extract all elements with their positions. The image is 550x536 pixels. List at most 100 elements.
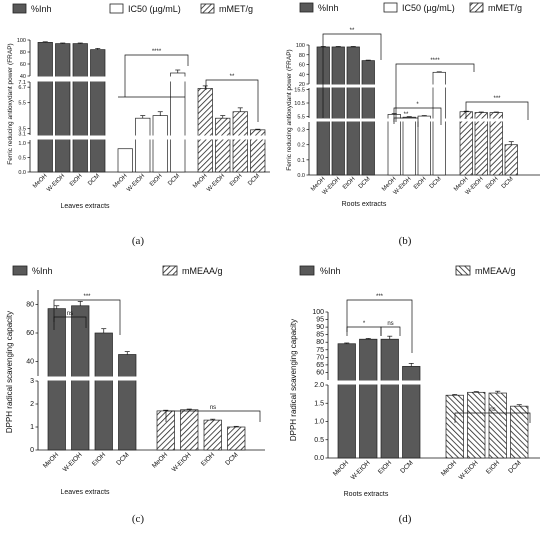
legend-label-ic50: IC50 (µg/mL): [128, 4, 181, 14]
category-label: EtOH: [69, 173, 84, 188]
y-tick-label: 0.5: [18, 155, 26, 161]
panel-a-legend: %Inh IC50 (µg/mL) mMET/g: [12, 3, 253, 14]
category-label: W-EtOH: [458, 459, 480, 481]
y-tick-label: 0.3: [297, 128, 305, 134]
bar-%Inh: [118, 354, 137, 451]
sig-bracket-label: ***: [376, 294, 384, 300]
category-label: DCM: [501, 176, 515, 190]
y-tick-label: 0.0: [314, 455, 324, 462]
y-tick-label: 85: [316, 332, 324, 339]
panel-d-ylabel: DPPH radical scavenging capacity: [289, 319, 298, 441]
sig-bracket: [124, 54, 189, 97]
category-label: DCM: [247, 173, 261, 187]
category-label: MeOH: [112, 173, 129, 190]
category-label: W-EtOH: [126, 173, 146, 193]
sig-bracket-label: *: [363, 321, 366, 327]
legend-swatch-ic50: [383, 2, 398, 13]
legend-swatch-inh: [299, 2, 314, 13]
category-label: DCM: [87, 173, 101, 187]
y-tick-label: 0.0: [297, 173, 305, 179]
bar-mMEAA/g: [180, 409, 199, 451]
sig-bracket: [346, 326, 382, 336]
y-tick-label: 100: [312, 309, 324, 316]
category-label: MeOH: [151, 451, 169, 469]
bar-mMEAA/g: [227, 426, 246, 451]
y-tick-label: 0.0: [18, 170, 26, 176]
axis-break-gap: [38, 376, 266, 381]
bar-%Inh: [55, 43, 71, 173]
legend-label-mmet: mMET/g: [219, 4, 253, 14]
category-label: MeOH: [332, 459, 350, 477]
panel-d-legend: %Inh mMEAA/g: [299, 265, 516, 276]
sig-bracket: [165, 410, 261, 422]
legend-swatch-mmet: [469, 2, 484, 13]
legend-swatch-inh: [299, 265, 315, 276]
y-tick-label: 0: [30, 447, 34, 454]
bar-mMET/g: [504, 144, 518, 176]
legend-swatch-ic50: [109, 3, 124, 14]
category-label: EtOH: [377, 459, 393, 475]
axis-break-gap: [30, 76, 271, 82]
category-label: DCM: [115, 451, 130, 466]
bar-mMEAA/g: [203, 419, 222, 451]
y-tick-label: 1.0: [314, 419, 324, 426]
sig-bracket: [53, 299, 121, 335]
panel-b-ylabel: Ferric reducing antioxydant power (FRAP): [286, 49, 293, 170]
legend-swatch-mmeaa: [455, 265, 471, 276]
sig-bracket: [53, 316, 87, 330]
sig-bracket-label: ***: [83, 294, 91, 300]
bar-mMET/g: [215, 117, 231, 173]
sig-bracket: [465, 101, 529, 120]
category-label: EtOH: [485, 459, 501, 475]
legend-label-mmet: mMET/g: [488, 3, 522, 13]
y-tick-label: 15.5: [294, 87, 305, 93]
y-tick-label: 60: [299, 63, 305, 69]
y-tick-label: 75: [316, 347, 324, 354]
legend-label-mmeaa: mMEAA/g: [475, 266, 516, 276]
bar-mMET/g: [232, 111, 248, 173]
axis-break-gap: [30, 135, 271, 140]
bar-%Inh: [359, 338, 378, 459]
category-label: EtOH: [485, 176, 500, 191]
y-tick-label: 100: [296, 43, 305, 49]
bar-%Inh: [380, 338, 399, 459]
sig-bracket-label: ****: [430, 58, 440, 64]
legend-label-inh: %Inh: [318, 3, 339, 13]
y-tick-label: 100: [17, 38, 26, 44]
y-tick-label: 60: [316, 369, 324, 376]
bar-IC50 (µg/mL): [432, 71, 446, 176]
bar-IC50 (µg/mL): [402, 116, 416, 176]
y-tick-label: 80: [299, 53, 305, 59]
bar-IC50 (µg/mL): [152, 115, 168, 173]
category-label: W-EtOH: [46, 173, 66, 193]
panel-d-caption: (d): [399, 513, 412, 525]
y-tick-label: 3.1: [18, 132, 26, 138]
bar-%Inh: [37, 42, 53, 173]
category-label: DCM: [399, 459, 414, 474]
bar-%Inh: [402, 366, 421, 459]
sig-bracket: [346, 299, 413, 353]
sig-bracket: [395, 63, 475, 122]
panel-d-xlabel: Roots extracts: [344, 491, 389, 498]
sig-bracket: [393, 117, 419, 127]
bar-IC50 (µg/mL): [170, 72, 186, 173]
panel-b-caption: (b): [399, 235, 412, 247]
y-tick-label: 6.7: [18, 85, 26, 91]
legend-swatch-mmeaa: [162, 265, 178, 276]
bar-%Inh: [337, 343, 356, 459]
y-tick-label: 80: [20, 50, 26, 56]
panel-a-xlabel: Leaves extracts: [60, 203, 110, 210]
y-tick-label: 1.5: [314, 400, 324, 407]
sig-bracket-label: **: [350, 28, 355, 34]
bar-%Inh: [94, 332, 113, 451]
y-tick-label: 3.5: [18, 127, 26, 133]
legend-label-mmeaa: mMEAA/g: [182, 266, 223, 276]
category-label: EtOH: [149, 173, 164, 188]
bar-IC50 (µg/mL): [417, 115, 431, 176]
bar-%Inh: [346, 46, 360, 176]
panel-c-caption: (c): [132, 513, 145, 525]
category-label: MeOH: [440, 459, 458, 477]
